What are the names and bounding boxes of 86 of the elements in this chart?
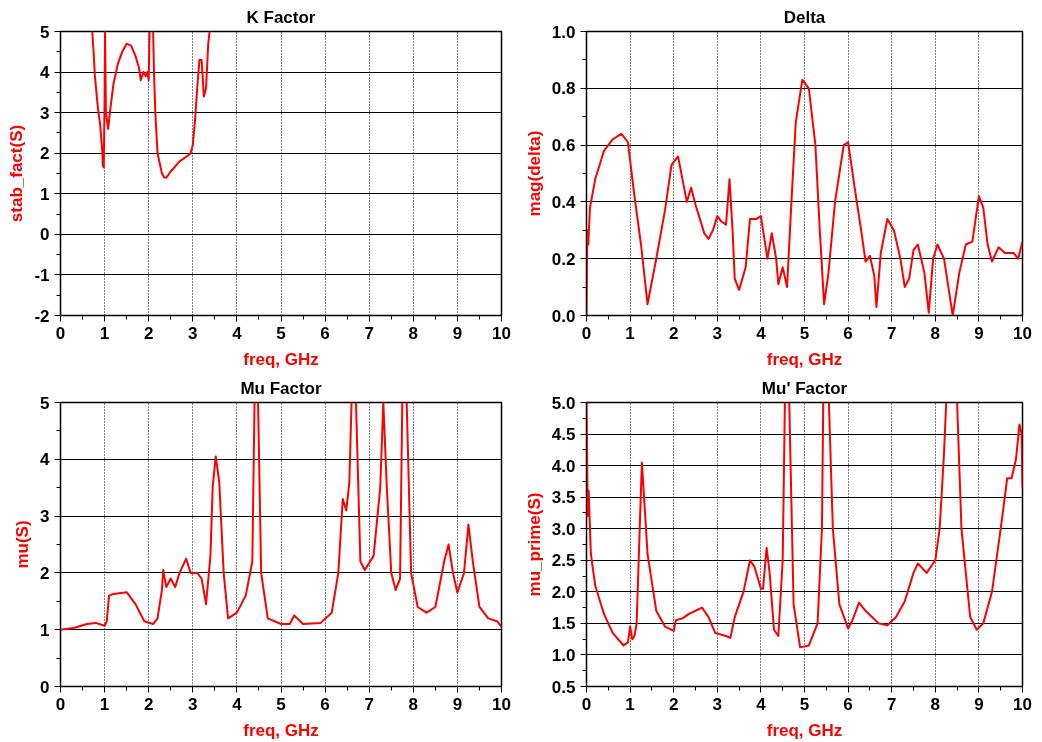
y-tick-label: 0.5 [551, 677, 576, 697]
x-tick-label: 1 [625, 323, 635, 343]
y-tick-label: 4 [40, 63, 51, 83]
y-tick-label: 1 [40, 184, 50, 204]
y-tick-label: 1.0 [551, 22, 576, 42]
x-tick-label: 6 [320, 323, 330, 343]
x-tick-label: 5 [799, 323, 810, 343]
y-tick-label: 0.8 [551, 79, 576, 99]
y-tick-label: 5 [40, 393, 50, 413]
x-tick-label: 7 [886, 694, 897, 714]
x-tick-label: 10 [492, 694, 511, 714]
x-tick-label: 9 [974, 694, 984, 714]
y-tick-label: 3 [40, 103, 50, 123]
y-tick-label: 0.0 [551, 306, 576, 326]
x-tick-label: 9 [974, 323, 984, 343]
x-tick-label: 5 [276, 694, 286, 714]
x-tick-label: 9 [452, 323, 463, 343]
y-tick-label: 2.0 [551, 582, 576, 602]
x-tick-label: 0 [581, 323, 592, 343]
x-tick-label: 3 [712, 323, 723, 343]
x-tick-label: 10 [1013, 694, 1032, 714]
x-tick-label: 8 [408, 323, 419, 343]
x-tick-label: 1 [99, 694, 110, 714]
x-tick-label: 8 [408, 694, 419, 714]
y-tick-label: 1.0 [551, 645, 576, 665]
x-tick-label: 7 [364, 694, 374, 714]
y-axis-title: stab_fact(S) [7, 124, 27, 223]
x-tick-label: 3 [188, 323, 198, 343]
y-tick-label: 3 [40, 507, 50, 527]
x-tick-label: 3 [712, 694, 723, 714]
y-tick-label: 0 [40, 225, 50, 245]
y-tick-label: 0 [40, 677, 50, 697]
y-tick-label: 1 [40, 620, 50, 640]
x-tick-label: 5 [799, 694, 810, 714]
chart-title: Mu Factor [240, 378, 322, 398]
y-tick-label: 2 [40, 144, 50, 164]
x-tick-label: 6 [843, 323, 853, 343]
chart-title: K Factor [246, 7, 316, 27]
y-axis-title: mu_prime(S) [524, 492, 544, 597]
y-tick-label: 2.5 [551, 551, 576, 571]
x-tick-label: 0 [581, 694, 592, 714]
y-tick-label: 4.0 [551, 456, 576, 476]
y-tick-label: 5 [40, 22, 50, 42]
x-tick-label: 4 [232, 694, 243, 714]
x-tick-label: 0 [55, 323, 66, 343]
x-axis-title: freq, GHz [243, 349, 319, 369]
y-tick-label: 4.5 [551, 425, 576, 445]
x-tick-label: 7 [886, 323, 897, 343]
y-tick-label: 5.0 [551, 393, 576, 413]
y-tick-label: 3.0 [551, 519, 576, 539]
x-tick-label: 4 [756, 694, 767, 714]
x-axis-title: freq, GHz [766, 349, 843, 369]
x-tick-label: 3 [188, 694, 198, 714]
x-tick-label: 1 [99, 323, 110, 343]
x-axis-title: freq, GHz [766, 720, 843, 740]
x-tick-label: 6 [320, 694, 330, 714]
y-tick-label: 2 [40, 563, 50, 583]
x-tick-label: 10 [1013, 323, 1032, 343]
x-tick-label: 0 [55, 694, 66, 714]
y-axis-title: mag(delta) [524, 130, 544, 217]
y-tick-label: 0.4 [551, 192, 577, 212]
x-tick-label: 2 [143, 694, 154, 714]
x-tick-label: 2 [668, 694, 679, 714]
x-tick-label: 9 [452, 694, 463, 714]
x-tick-label: 4 [756, 323, 767, 343]
x-tick-label: 1 [625, 694, 635, 714]
y-tick-label: 1.5 [551, 614, 576, 634]
x-tick-label: 7 [364, 323, 374, 343]
x-tick-label: 2 [668, 323, 679, 343]
y-tick-label: 3.5 [551, 488, 576, 508]
x-tick-label: 10 [492, 323, 511, 343]
y-tick-label: -1 [34, 265, 50, 285]
x-tick-label: 2 [143, 323, 154, 343]
y-tick-label: 4 [40, 450, 51, 470]
y-tick-label: 0.2 [551, 249, 576, 269]
x-tick-label: 6 [843, 694, 853, 714]
x-tick-label: 4 [232, 323, 243, 343]
x-tick-label: 8 [930, 323, 941, 343]
y-tick-label: 0.6 [551, 136, 576, 156]
x-axis-title: freq, GHz [243, 720, 319, 740]
chart-title: Delta [783, 7, 826, 27]
chart-title: Mu' Factor [761, 378, 848, 398]
y-axis-title: mu(S) [13, 520, 33, 569]
y-tick-label: -2 [34, 306, 50, 326]
x-tick-label: 5 [276, 323, 286, 343]
x-tick-label: 8 [930, 694, 941, 714]
